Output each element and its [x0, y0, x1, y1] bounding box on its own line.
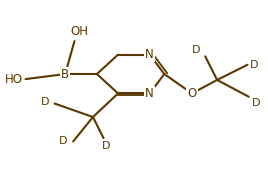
Text: D: D: [41, 97, 49, 107]
Text: D: D: [251, 98, 260, 108]
Text: D: D: [191, 45, 200, 55]
Text: N: N: [145, 48, 154, 61]
Text: HO: HO: [5, 73, 23, 86]
Text: N: N: [145, 87, 154, 100]
Text: O: O: [187, 87, 197, 100]
Text: OH: OH: [71, 25, 89, 38]
Text: D: D: [59, 137, 68, 147]
Text: D: D: [102, 141, 110, 151]
Text: B: B: [61, 67, 69, 81]
Text: D: D: [250, 60, 259, 70]
